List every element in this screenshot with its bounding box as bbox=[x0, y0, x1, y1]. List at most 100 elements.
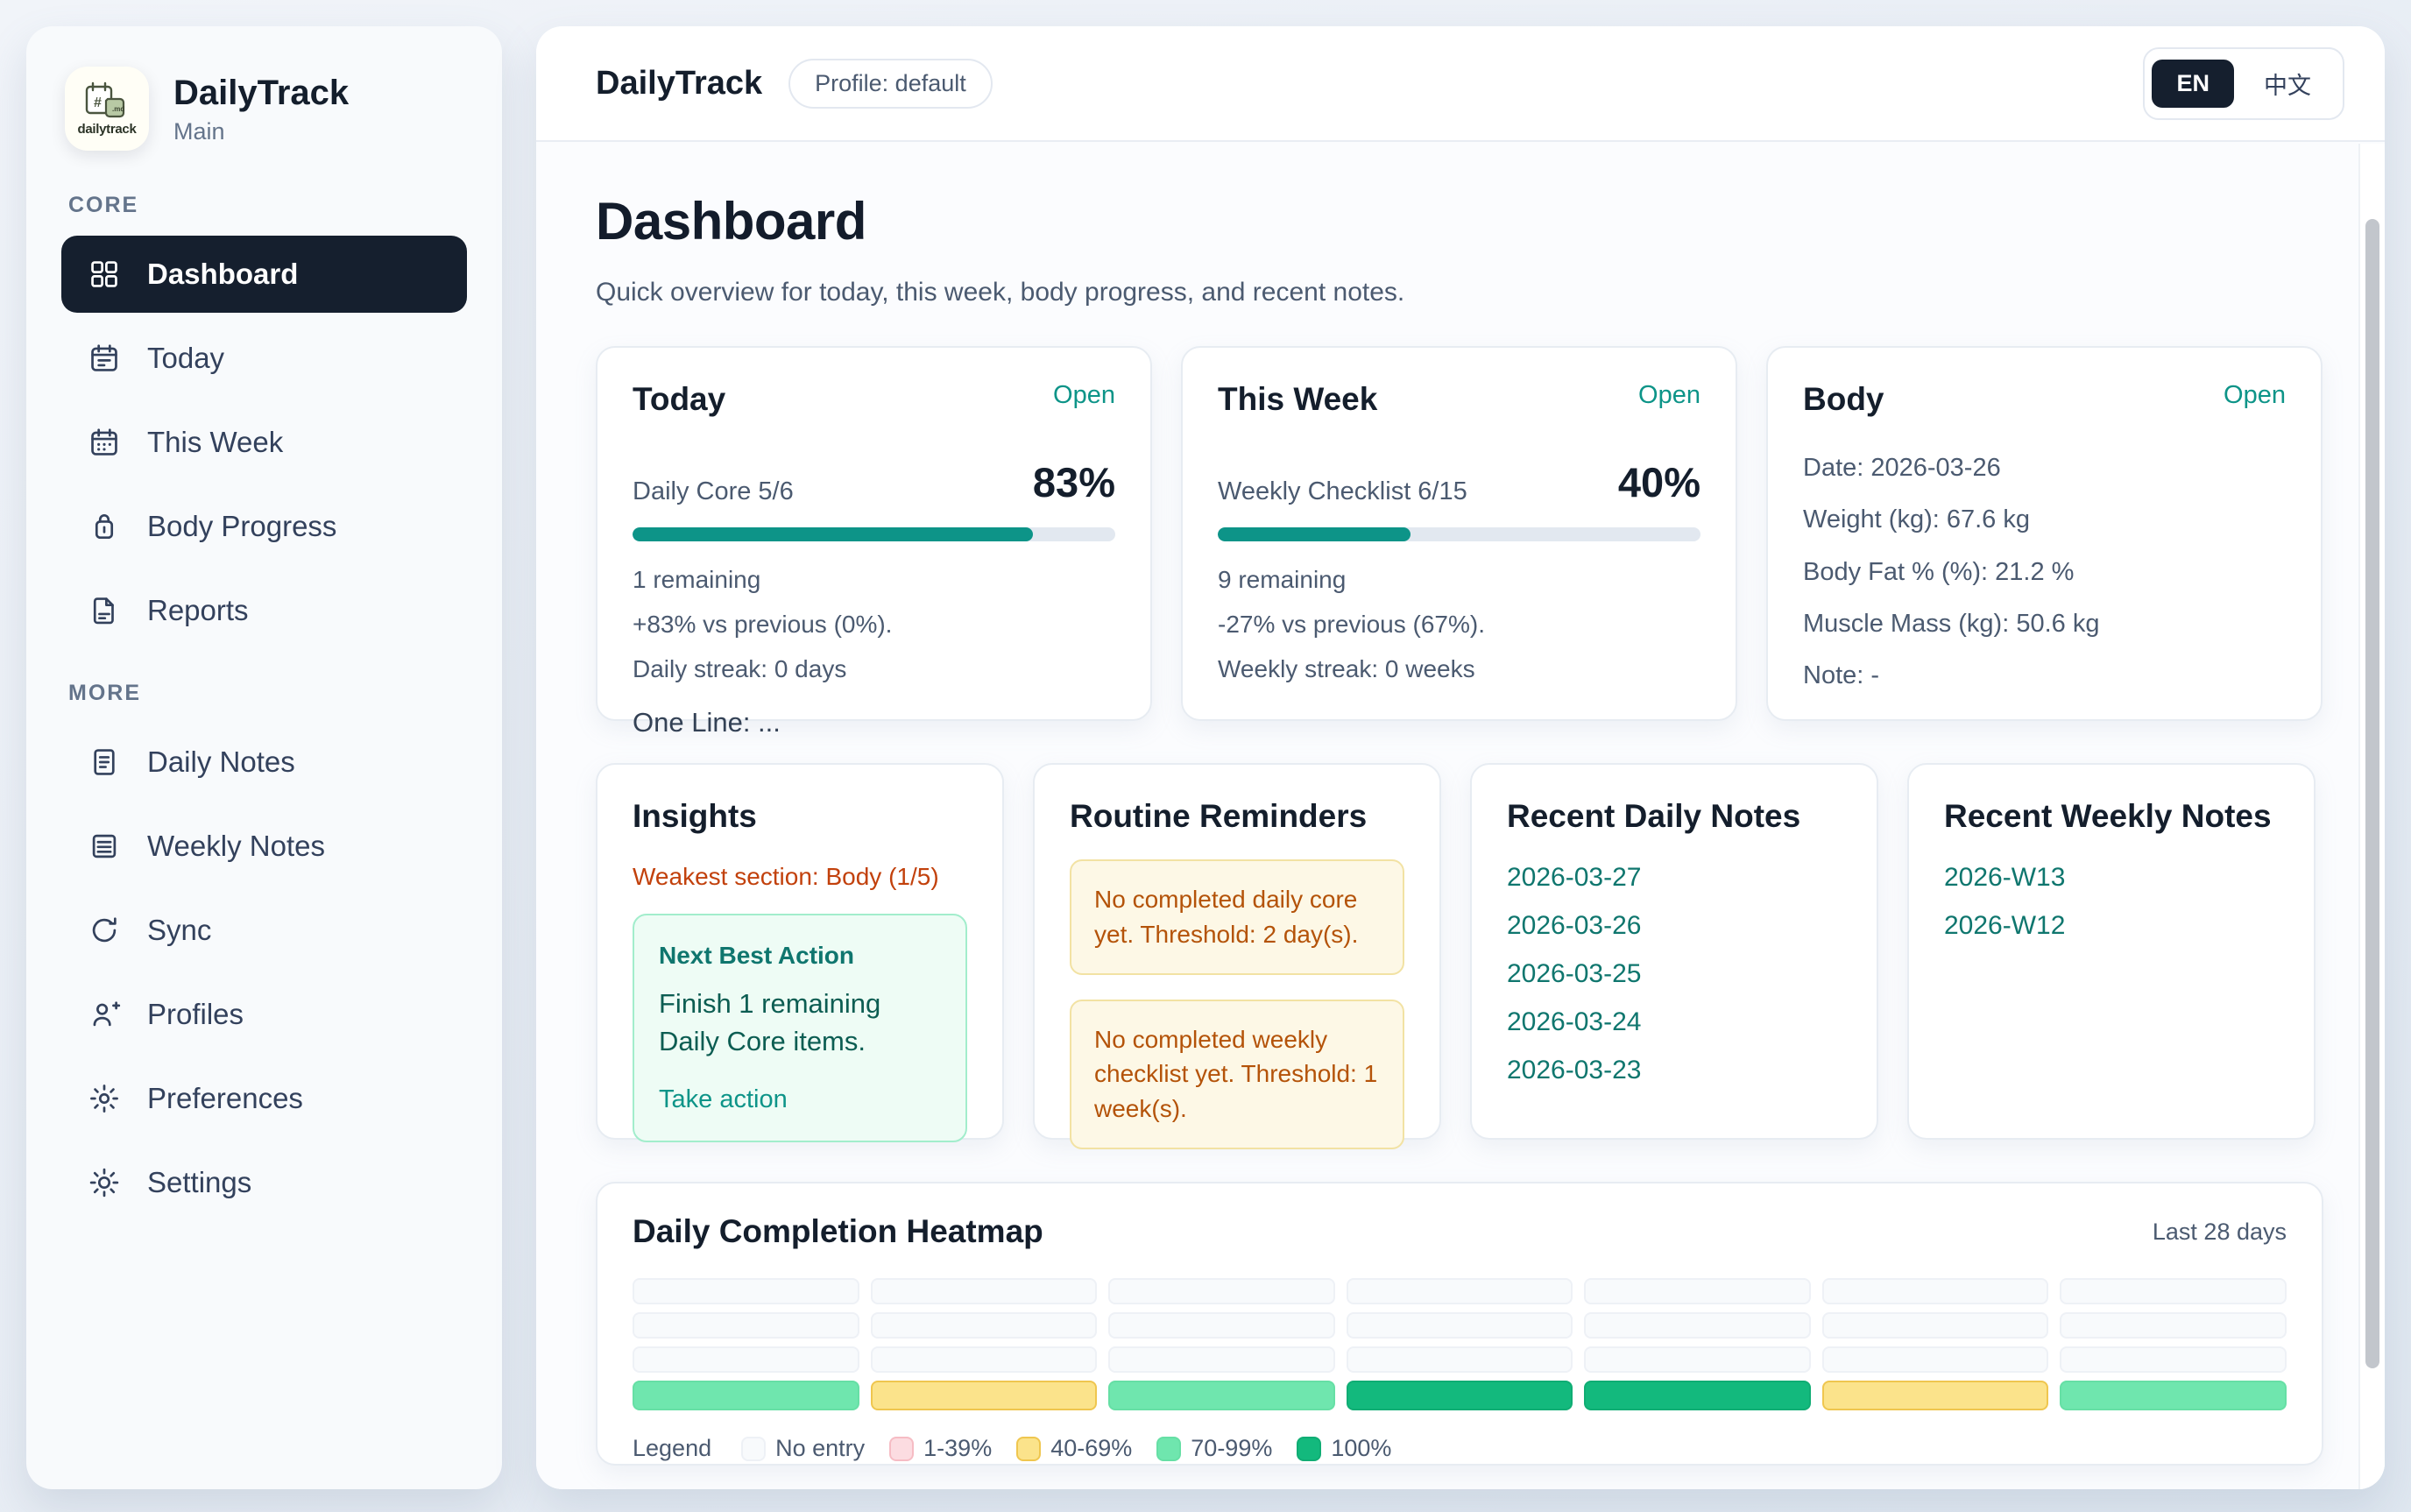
document-icon bbox=[88, 594, 121, 627]
insights-card-title: Insights bbox=[633, 798, 757, 834]
stat-line: 9 remaining bbox=[1218, 566, 1347, 593]
sidebar-item-daily-notes[interactable]: Daily Notes bbox=[61, 724, 467, 801]
sidebar-item-today[interactable]: Today bbox=[61, 320, 467, 397]
scrollbar-thumb[interactable] bbox=[2365, 219, 2379, 1368]
sidebar-item-label: Sync bbox=[147, 914, 212, 946]
body-card: Body Open Date: 2026-03-26 Weight (kg): 6… bbox=[1766, 346, 2323, 721]
legend-swatch-70-99 bbox=[1156, 1436, 1182, 1461]
daily-note-link[interactable]: 2026-03-26 bbox=[1507, 911, 1642, 940]
calendar-logo-art: # .md bbox=[85, 81, 124, 117]
sidebar-item-label: Daily Notes bbox=[147, 745, 295, 778]
body-stats: Date: 2026-03-26 Weight (kg): 67.6 kg Body… bbox=[1803, 451, 2286, 692]
heatmap-cell bbox=[633, 1346, 859, 1373]
stat-line: +83% vs previous (0%). bbox=[633, 610, 893, 638]
daily-note-link[interactable]: 2026-03-27 bbox=[1507, 863, 1642, 892]
week-card-title: This Week bbox=[1218, 381, 1378, 417]
sidebar-nav: CORE Dashboard Today This Week Body Progress… bbox=[61, 193, 467, 1221]
sidebar-item-preferences[interactable]: Preferences bbox=[61, 1060, 467, 1137]
today-progress-bar bbox=[633, 527, 1115, 541]
sidebar-item-this-week[interactable]: This Week bbox=[61, 404, 467, 481]
legend-items: No entry 1-39% 40-69% 70-99% 100% bbox=[711, 1435, 1391, 1462]
weekly-note-link[interactable]: 2026-W13 bbox=[1944, 863, 2066, 892]
heatmap-cell bbox=[633, 1278, 859, 1304]
user-plus-icon bbox=[88, 998, 121, 1031]
grid-icon bbox=[88, 258, 121, 291]
sidebar-item-sync[interactable]: Sync bbox=[61, 892, 467, 969]
legend-swatch-40-69 bbox=[1016, 1436, 1042, 1461]
sidebar-item-body-progress[interactable]: Body Progress bbox=[61, 488, 467, 565]
sidebar-item-reports[interactable]: Reports bbox=[61, 572, 467, 649]
daily-note-link[interactable]: 2026-03-24 bbox=[1507, 1007, 1642, 1036]
heatmap-title: Daily Completion Heatmap bbox=[633, 1213, 1043, 1249]
sidebar-item-label: Profiles bbox=[147, 998, 244, 1030]
nav-section-label: CORE bbox=[68, 193, 139, 217]
heatmap-cell bbox=[1821, 1381, 2049, 1410]
summary-row: Today Open Daily Core 5/6 83% 1 remainin… bbox=[596, 346, 2325, 738]
heatmap-range-label: Last 28 days bbox=[2152, 1218, 2287, 1245]
nav-section-label: MORE bbox=[68, 681, 141, 705]
heatmap-cell bbox=[633, 1381, 859, 1410]
refresh-icon bbox=[88, 914, 121, 947]
reminders-card-title: Routine Reminders bbox=[1070, 798, 1368, 834]
heatmap-cell bbox=[1584, 1346, 1811, 1373]
heatmap-cell bbox=[870, 1381, 1098, 1410]
stat-line: 1 remaining bbox=[633, 566, 761, 593]
heatmap-cell bbox=[1821, 1312, 2049, 1339]
sidebar-item-dashboard[interactable]: Dashboard bbox=[61, 236, 467, 313]
stat-line: Date: 2026-03-26 bbox=[1803, 454, 2001, 482]
heatmap-cell bbox=[870, 1278, 1098, 1304]
header-app-title: DailyTrack bbox=[596, 64, 763, 102]
heatmap-cell bbox=[2060, 1312, 2287, 1339]
week-open-link[interactable]: Open bbox=[1638, 381, 1700, 409]
heatmap-cell bbox=[1346, 1312, 1573, 1339]
stat-line: Body Fat % (%): 21.2 % bbox=[1803, 557, 2075, 586]
stat-line: -27% vs previous (67%). bbox=[1218, 610, 1486, 638]
legend-swatch-100 bbox=[1297, 1436, 1322, 1461]
insights-card: Insights Weakest section: Body (1/5) Nex… bbox=[596, 763, 1004, 1142]
heatmap-cell bbox=[870, 1312, 1098, 1339]
body-open-link[interactable]: Open bbox=[2224, 381, 2286, 409]
lang-option-en[interactable]: EN bbox=[2152, 59, 2234, 108]
sidebar-item-profiles[interactable]: Profiles bbox=[61, 976, 467, 1053]
today-percent: 83% bbox=[1032, 459, 1115, 505]
sidebar-item-settings[interactable]: Settings bbox=[61, 1144, 467, 1221]
scrollbar-track[interactable] bbox=[2358, 144, 2385, 1489]
next-best-action-box: Next Best Action Finish 1 remaining Dail… bbox=[633, 914, 967, 1142]
this-week-card: This Week Open Weekly Checklist 6/15 40%… bbox=[1181, 346, 1737, 721]
legend-item-label: 1-39% bbox=[923, 1435, 993, 1461]
heatmap-cell bbox=[2060, 1346, 2287, 1373]
next-best-action-title: Next Best Action bbox=[659, 942, 855, 969]
reminder-alert: No completed daily core yet. Threshold: … bbox=[1070, 859, 1404, 975]
legend-swatch-1-39 bbox=[889, 1436, 915, 1461]
page-title: Dashboard bbox=[596, 192, 866, 251]
sidebar-item-label: This Week bbox=[147, 426, 284, 458]
heatmap-cell bbox=[1821, 1278, 2049, 1304]
heatmap-cell bbox=[1108, 1312, 1335, 1339]
daily-note-link[interactable]: 2026-03-23 bbox=[1507, 1056, 1642, 1085]
today-open-link[interactable]: Open bbox=[1053, 381, 1115, 409]
legend-item-label: 40-69% bbox=[1050, 1435, 1133, 1461]
heatmap-legend: Legend No entry 1-39% 40-69% 70-99% 100% bbox=[633, 1435, 2287, 1462]
body-card-title: Body bbox=[1803, 381, 1884, 417]
today-card: Today Open Daily Core 5/6 83% 1 remainin… bbox=[596, 346, 1152, 738]
heatmap-cell bbox=[870, 1346, 1098, 1373]
weekly-note-link[interactable]: 2026-W12 bbox=[1944, 911, 2066, 940]
heatmap-cell bbox=[1108, 1381, 1335, 1410]
recent-weekly-notes-card: Recent Weekly Notes 2026-W13 2026-W12 bbox=[1907, 763, 2316, 1140]
stat-line: Weekly streak: 0 weeks bbox=[1218, 654, 1475, 682]
daily-note-link[interactable]: 2026-03-25 bbox=[1507, 959, 1642, 988]
week-percent: 40% bbox=[1617, 459, 1700, 505]
today-card-title: Today bbox=[633, 381, 726, 417]
lang-option-zh[interactable]: 中文 bbox=[2264, 72, 2311, 99]
heatmap-cell bbox=[2060, 1381, 2287, 1410]
take-action-link[interactable]: Take action bbox=[659, 1085, 788, 1113]
stat-line: Weight (kg): 67.6 kg bbox=[1803, 505, 2030, 534]
profile-badge: Profile: default bbox=[788, 58, 993, 109]
sidebar-item-weekly-notes[interactable]: Weekly Notes bbox=[61, 808, 467, 885]
week-progress-bar bbox=[1218, 527, 1700, 541]
next-best-action-text: Finish 1 remaining Daily Core items. bbox=[659, 988, 881, 1056]
dashboard-content: Dashboard Quick overview for today, this… bbox=[536, 142, 2385, 1489]
sidebar-item-label: Today bbox=[147, 342, 225, 374]
note-icon bbox=[88, 745, 121, 779]
workspace-name: Main bbox=[173, 117, 225, 145]
